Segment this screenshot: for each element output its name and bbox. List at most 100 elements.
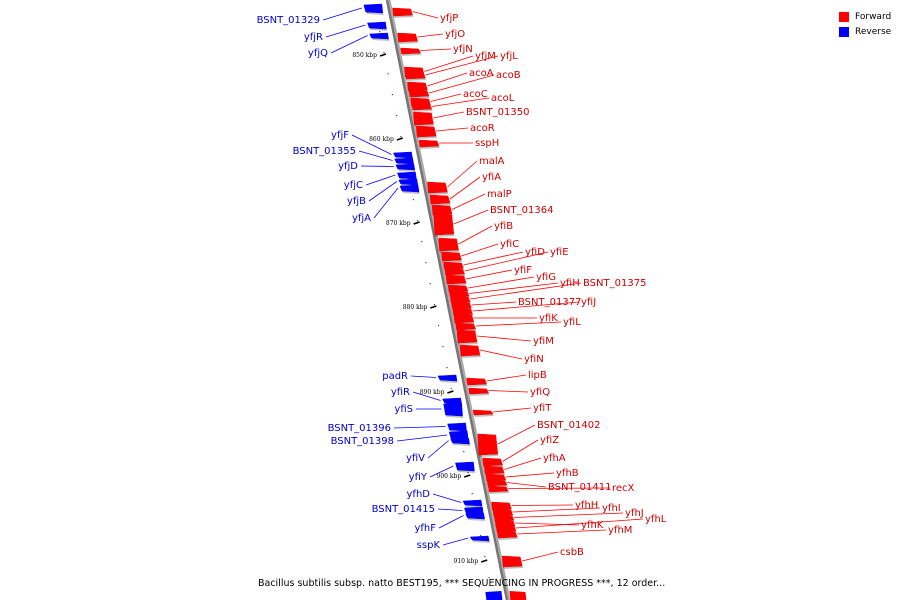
reverse-gene-label[interactable]: yfjC	[344, 180, 363, 191]
reverse-gene[interactable]	[395, 163, 416, 172]
reverse-gene-label[interactable]: BSNT_01355	[293, 146, 356, 157]
forward-gene[interactable]	[477, 433, 499, 457]
forward-gene-label[interactable]: yfiK	[539, 313, 558, 324]
reverse-gene-label[interactable]: BSNT_01415	[372, 504, 435, 515]
forward-gene[interactable]	[397, 32, 419, 44]
forward-gene[interactable]	[429, 194, 451, 206]
forward-gene-label[interactable]: csbB	[560, 547, 584, 558]
forward-gene-label[interactable]: yfiL	[563, 317, 581, 328]
forward-gene-label[interactable]: yfhB	[556, 468, 579, 479]
forward-gene-label[interactable]: yfiZ	[540, 435, 559, 446]
forward-gene-label[interactable]: yfiJ	[581, 297, 596, 308]
forward-gene-label[interactable]: yfiG	[536, 272, 556, 283]
forward-gene[interactable]	[445, 274, 467, 286]
forward-gene-label[interactable]: yfjL	[500, 51, 518, 62]
reverse-gene[interactable]	[462, 499, 483, 508]
forward-gene[interactable]	[418, 139, 440, 149]
forward-gene-label[interactable]: yfiM	[533, 336, 554, 347]
forward-gene-label[interactable]: yfiT	[533, 403, 552, 414]
reverse-gene-label[interactable]: sspK	[417, 540, 441, 551]
forward-gene-label[interactable]: yfjM	[475, 51, 496, 62]
forward-gene-label[interactable]: malP	[487, 189, 512, 200]
forward-gene-label[interactable]: sspH	[475, 138, 499, 149]
forward-gene-label[interactable]: recX	[612, 483, 635, 494]
forward-gene-label[interactable]: yfiH	[560, 278, 580, 289]
reverse-gene-label[interactable]: yfjF	[331, 130, 349, 141]
forward-gene[interactable]	[468, 387, 490, 396]
forward-gene[interactable]	[415, 125, 438, 139]
forward-gene-label[interactable]: yfiE	[550, 247, 569, 258]
reverse-gene-label[interactable]: padR	[382, 371, 408, 382]
forward-gene-label[interactable]: yfiC	[500, 239, 519, 250]
forward-gene[interactable]	[427, 181, 449, 195]
forward-gene[interactable]	[459, 344, 481, 358]
forward-gene[interactable]	[400, 47, 422, 56]
forward-gene-label[interactable]: yfhH	[575, 500, 598, 511]
forward-gene-label[interactable]: acoC	[463, 89, 488, 100]
reverse-gene-label[interactable]: yfjQ	[308, 48, 328, 59]
reverse-gene[interactable]	[455, 461, 476, 473]
forward-gene-label[interactable]: acoB	[496, 70, 521, 81]
reverse-gene[interactable]	[450, 437, 471, 446]
forward-gene-label[interactable]: acoR	[470, 123, 495, 134]
reverse-gene-label[interactable]: yfjA	[352, 213, 371, 224]
forward-gene-label[interactable]: yfjN	[453, 44, 473, 55]
reverse-gene-label[interactable]: BSNT_01329	[257, 15, 320, 26]
reverse-gene-label[interactable]: yfjD	[338, 161, 358, 172]
reverse-gene-label[interactable]: yfiR	[391, 387, 410, 398]
forward-gene[interactable]	[408, 89, 430, 99]
forward-gene[interactable]	[441, 251, 463, 263]
reverse-gene-label[interactable]: yfiV	[406, 453, 425, 464]
reverse-gene[interactable]	[363, 3, 384, 15]
reverse-gene-label[interactable]: BSNT_01398	[331, 436, 394, 447]
forward-gene-label[interactable]: BSNT_01411	[548, 482, 611, 493]
forward-gene[interactable]	[501, 555, 524, 569]
forward-gene-label[interactable]: yfjP	[440, 13, 458, 24]
forward-gene[interactable]	[438, 237, 460, 253]
forward-gene-label[interactable]: yfiN	[524, 354, 544, 365]
forward-gene-label[interactable]: yfiF	[514, 265, 532, 276]
forward-gene[interactable]	[413, 111, 435, 127]
forward-gene-label[interactable]: yfhK	[581, 520, 604, 531]
forward-gene-label[interactable]: yfiB	[494, 221, 513, 232]
forward-gene[interactable]	[487, 485, 510, 494]
forward-gene[interactable]	[411, 103, 433, 112]
forward-gene-label[interactable]: BSNT_01377	[518, 297, 581, 308]
forward-gene[interactable]	[456, 329, 478, 345]
forward-gene-label[interactable]: BSNT_01375	[583, 278, 646, 289]
reverse-gene-label[interactable]: yfiS	[394, 404, 413, 415]
forward-gene[interactable]	[466, 377, 488, 387]
forward-gene[interactable]	[392, 7, 414, 18]
forward-gene[interactable]	[405, 71, 427, 81]
forward-gene-label[interactable]: yfiQ	[530, 387, 550, 398]
reverse-gene-label[interactable]: yfhF	[414, 523, 436, 534]
forward-gene[interactable]	[472, 409, 494, 417]
reverse-gene-label[interactable]: yfjB	[347, 196, 366, 207]
forward-gene-label[interactable]: yfhI	[602, 503, 621, 514]
reverse-gene-label[interactable]: BSNT_01396	[328, 423, 391, 434]
forward-gene-label[interactable]: malA	[479, 156, 505, 167]
reverse-gene[interactable]	[465, 512, 486, 521]
reverse-gene-label[interactable]: yfiY	[409, 472, 428, 483]
reverse-gene[interactable]	[469, 535, 491, 543]
forward-gene-label[interactable]: BSNT_01350	[466, 107, 529, 118]
reverse-gene[interactable]	[369, 32, 390, 41]
forward-gene[interactable]	[496, 530, 519, 540]
reverse-gene[interactable]	[437, 374, 458, 383]
forward-gene[interactable]	[433, 213, 455, 237]
forward-gene-label[interactable]: yfhA	[543, 453, 566, 464]
reverse-gene-label[interactable]: yfjR	[304, 32, 323, 43]
reverse-gene-label[interactable]: yfhD	[407, 489, 431, 500]
reverse-gene[interactable]	[399, 184, 420, 194]
forward-gene-label[interactable]: acoA	[469, 68, 494, 79]
forward-gene-label[interactable]: yfhL	[645, 514, 667, 525]
forward-gene-label[interactable]: yfhJ	[625, 508, 644, 519]
forward-gene-label[interactable]: acoL	[491, 93, 515, 104]
reverse-gene[interactable]	[443, 402, 464, 418]
forward-gene-label[interactable]: BSNT_01402	[537, 420, 600, 431]
forward-gene-label[interactable]: lipB	[528, 370, 547, 381]
reverse-gene[interactable]	[367, 21, 388, 31]
forward-gene-label[interactable]: yfjO	[445, 29, 465, 40]
forward-gene-label[interactable]: BSNT_01364	[490, 205, 553, 216]
forward-gene-label[interactable]: yfiA	[482, 172, 501, 183]
